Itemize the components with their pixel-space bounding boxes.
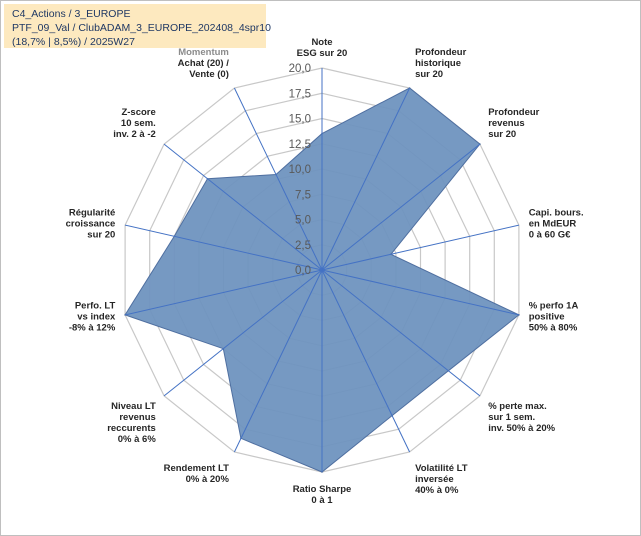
spoke-3: [321, 224, 520, 271]
axis-label: Note ESG sur 20: [297, 37, 348, 59]
axis-label: Perfo. LT vs index -8% à 12%: [69, 301, 116, 334]
tick-label: 17,5: [289, 88, 311, 100]
axis-label: Z-score 10 sem. inv. 2 à -2: [113, 107, 156, 140]
info-line-performance: (18,7% | 8,5%) / 2025W27: [12, 36, 135, 48]
tick-label: 12,5: [289, 139, 311, 151]
axis-label: % perte max. sur 1 sem. inv. 50% à 20%: [488, 401, 555, 434]
portfolio-info-box: C4_Actions / 3_EUROPE PTF_09_Val / ClubA…: [4, 4, 271, 48]
info-line-category: C4_Actions / 3_EUROPE: [12, 8, 131, 20]
axis-label: Rendement LT 0% à 20%: [164, 463, 230, 485]
spoke-12: [163, 143, 323, 271]
radial-ticks: 0,0 2,5 5,0 7,5 10,0 12,5 15,0 17,5 20,0: [289, 63, 311, 277]
spoke-4: [321, 269, 520, 316]
spoke-1: [321, 87, 411, 271]
axis-label: % perfo 1A positive 50% à 80%: [529, 301, 579, 334]
axis-label: Volatilité LT inversée 40% à 0%: [415, 463, 468, 496]
axis-labels: Note ESG sur 20 Profondeur historique sur 20…: [66, 37, 584, 506]
axis-label: Profondeur historique sur 20: [415, 47, 466, 80]
axis-label: Ratio Sharpe 0 à 1: [293, 484, 352, 506]
spoke-2: [321, 143, 481, 271]
radar-series: [124, 68, 520, 473]
spoke-10: [124, 269, 323, 316]
axis-label: Régularité croissance sur 20: [66, 207, 116, 240]
spoke-9: [163, 269, 323, 397]
tick-label: 5,0: [295, 215, 311, 227]
axis-label: Niveau LT revenus reccurents 0% à 6%: [107, 401, 156, 445]
spoke-6: [321, 269, 411, 453]
tick-label: 20,0: [289, 63, 311, 75]
info-line-portfolio: PTF_09_Val / ClubADAM_3_EUROPE_202408_4s…: [12, 22, 271, 34]
axis-label: Capi. bours. en MdEUR 0 à 60 G€: [529, 207, 584, 240]
tick-label: 2,5: [295, 240, 311, 252]
spoke-5: [321, 269, 481, 397]
axis-label: Momentum Achat (20) / Vente (0): [178, 47, 230, 80]
tick-label: 0,0: [295, 265, 311, 277]
spoke-8: [233, 269, 323, 453]
tick-label: 10,0: [289, 164, 311, 176]
tick-label: 7,5: [295, 189, 311, 201]
spoke-11: [124, 224, 323, 271]
tick-label: 15,0: [289, 114, 311, 126]
spoke-13: [233, 87, 323, 271]
axis-label: Profondeur revenus sur 20: [488, 107, 539, 140]
